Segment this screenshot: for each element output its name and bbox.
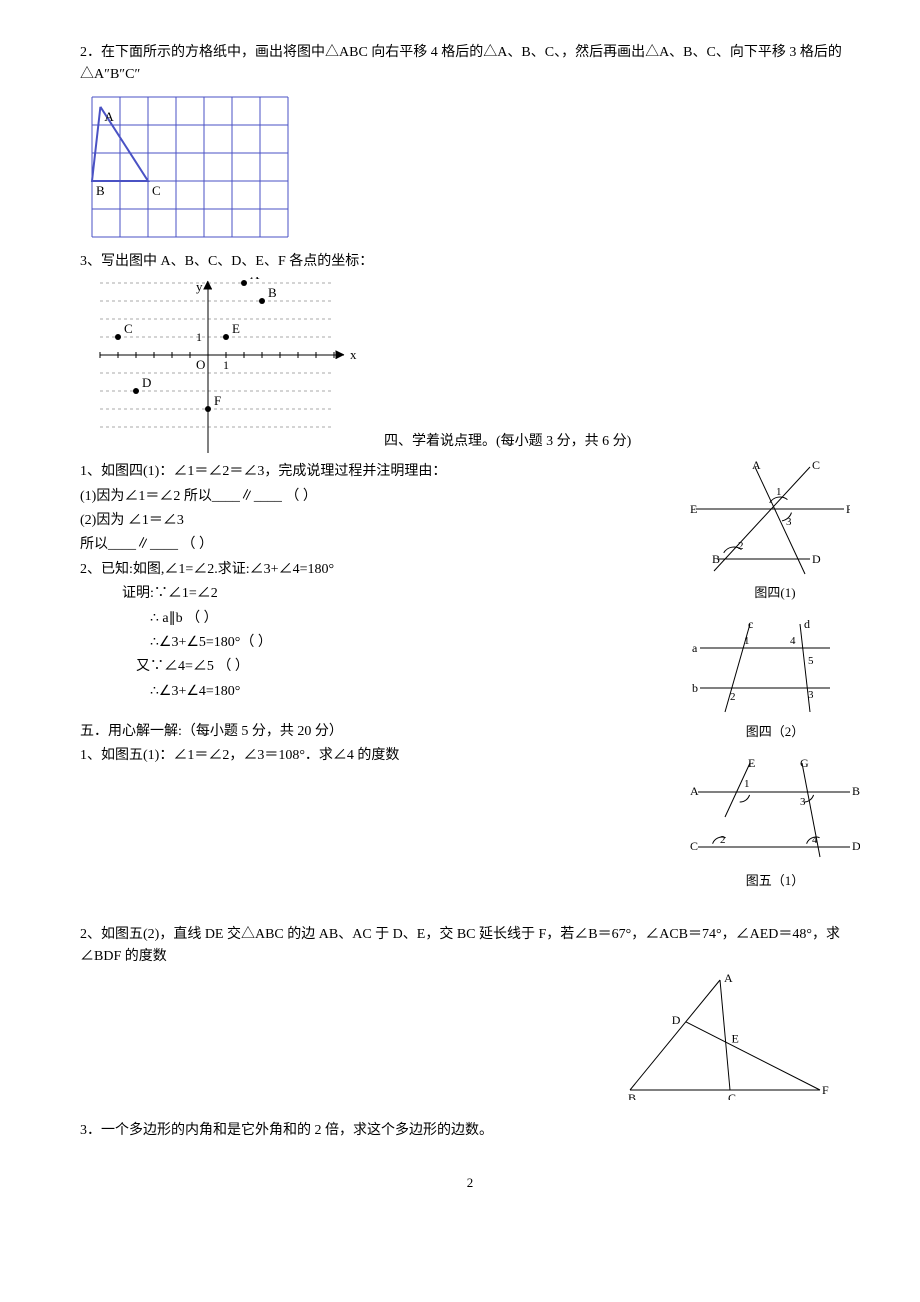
svg-text:C: C — [124, 321, 133, 336]
svg-text:E: E — [690, 502, 697, 516]
fig52-svg: B C F A D E — [620, 970, 830, 1100]
svg-text:5: 5 — [808, 655, 814, 667]
fig42-svg: a b c d 1 45 3 2 — [690, 618, 840, 718]
svg-text:2: 2 — [720, 834, 726, 846]
svg-text:D: D — [852, 839, 860, 853]
svg-text:F: F — [214, 393, 221, 408]
sec4-q1-line3: 所以____∥____ （ ） — [80, 534, 670, 556]
svg-text:四、学着说点理。(每小题 3 分，共 6 分): 四、学着说点理。(每小题 3 分，共 6 分) — [384, 433, 632, 449]
svg-text:E: E — [732, 1032, 739, 1046]
svg-text:1: 1 — [196, 330, 202, 344]
svg-text:C: C — [812, 459, 820, 472]
svg-text:A: A — [250, 277, 260, 282]
svg-text:1: 1 — [223, 358, 229, 372]
svg-text:C: C — [152, 183, 161, 198]
q3-coord-svg: x y O 1 1 A B C E D F 四、学着说点理。(每小题 3 分，共 6 分) — [90, 277, 690, 459]
sec4-q2-l2: ∴ a∥b （ ） — [80, 608, 670, 630]
fig42-wrap: a b c d 1 45 3 2 图四（2） — [690, 618, 860, 743]
svg-text:1: 1 — [776, 486, 782, 498]
sec4-q1-intro: 1、如图四(1)：∠1＝∠2＝∠3，完成说理过程并注明理由： — [80, 461, 670, 483]
svg-text:C: C — [690, 839, 698, 853]
svg-text:B: B — [96, 183, 105, 198]
svg-text:D: D — [142, 375, 151, 390]
svg-text:B: B — [712, 552, 720, 566]
svg-text:4: 4 — [790, 635, 796, 647]
svg-text:F: F — [846, 502, 850, 516]
fig41-svg: E F A C B D 1 3 2 — [690, 459, 850, 579]
q2-grid-svg: A B C — [90, 95, 290, 239]
svg-text:A: A — [104, 109, 114, 124]
q3-text: 3、写出图中 A、B、C、D、E、F 各点的坐标： — [80, 251, 860, 273]
q53-text: 3．一个多边形的内角和是它外角和的 2 倍，求这个多边形的边数。 — [80, 1120, 860, 1142]
svg-text:B: B — [852, 784, 860, 798]
q52-text: 2、如图五(2)，直线 DE 交△ABC 的边 AB、AC 于 D、E，交 BC… — [80, 924, 860, 969]
svg-text:F: F — [822, 1083, 829, 1097]
sec5-title: 五．用心解一解:（每小题 5 分，共 20 分） — [80, 721, 670, 743]
svg-text:a: a — [692, 641, 698, 655]
sec4-q2-l3: ∴∠3+∠5=180°（ ） — [80, 632, 670, 654]
svg-text:C: C — [728, 1091, 736, 1100]
page-number: 2 — [80, 1173, 860, 1194]
svg-text:x: x — [350, 347, 357, 362]
svg-text:4: 4 — [812, 834, 818, 846]
svg-text:E: E — [232, 321, 240, 336]
svg-text:1: 1 — [744, 778, 750, 790]
svg-text:d: d — [804, 618, 810, 631]
svg-text:3: 3 — [808, 689, 814, 701]
fig51-svg: ABCDEG1324 — [690, 757, 860, 867]
sec4-q2-l1: 证明:∵∠1=∠2 — [80, 583, 670, 605]
svg-text:D: D — [812, 552, 821, 566]
svg-text:c: c — [748, 618, 753, 631]
sec4-q2-l5: ∴∠3+∠4=180° — [80, 681, 670, 703]
fig41-wrap: E F A C B D 1 3 2 图四(1) — [690, 459, 860, 604]
svg-text:D: D — [672, 1013, 681, 1027]
svg-text:B: B — [268, 285, 277, 300]
svg-text:A: A — [690, 784, 699, 798]
q3-coord-figure: x y O 1 1 A B C E D F 四、学着说点理。(每小题 3 分，共 6 分) — [80, 277, 860, 459]
sec4-q1-line2: (2)因为 ∠1＝∠3 — [80, 510, 670, 532]
svg-text:A: A — [724, 971, 733, 985]
q2-grid-figure: A B C — [90, 95, 860, 239]
svg-text:A: A — [752, 459, 761, 472]
fig42-caption: 图四（2） — [690, 722, 860, 743]
fig51-caption: 图五（1） — [690, 871, 860, 892]
svg-text:B: B — [628, 1091, 636, 1100]
svg-text:y: y — [196, 279, 203, 294]
sec4-q2-intro: 2、已知:如图,∠1=∠2.求证:∠3+∠4=180° — [80, 559, 670, 581]
fig51-wrap: ABCDEG1324 图五（1） — [690, 757, 860, 892]
svg-text:2: 2 — [730, 691, 736, 703]
q2-text: 2．在下面所示的方格纸中，画出将图中△ABC 向右平移 4 格后的△A、B、C、… — [80, 42, 860, 87]
svg-text:3: 3 — [786, 516, 792, 528]
svg-text:2: 2 — [738, 540, 744, 552]
svg-text:1: 1 — [744, 635, 750, 647]
svg-text:O: O — [196, 357, 205, 372]
svg-text:G: G — [800, 757, 809, 770]
sec4-q2-l4: 又∵∠4=∠5 （ ） — [80, 656, 670, 678]
svg-text:E: E — [748, 757, 755, 770]
sec4-q1-line1: (1)因为∠1＝∠2 所以____∥____ （ ） — [80, 486, 670, 508]
svg-text:b: b — [692, 681, 698, 695]
fig41-caption: 图四(1) — [690, 583, 860, 604]
sec5-q1: 1、如图五(1)：∠1＝∠2，∠3＝108°．求∠4 的度数 — [80, 745, 670, 767]
